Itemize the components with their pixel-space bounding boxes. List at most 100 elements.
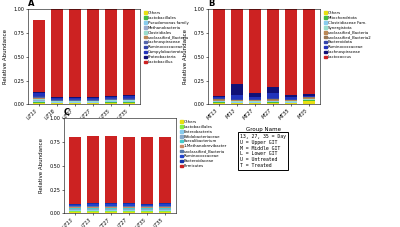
Bar	[303, 97, 315, 98]
Bar	[249, 93, 261, 97]
Bar	[69, 206, 81, 207]
Bar	[141, 205, 153, 206]
Bar	[105, 97, 117, 98]
Bar	[87, 207, 99, 208]
Bar	[285, 102, 297, 103]
Bar	[51, 101, 63, 102]
Bar	[123, 98, 135, 99]
Bar	[141, 137, 153, 204]
Bar	[105, 210, 117, 211]
Bar	[213, 9, 225, 96]
Bar	[51, 97, 63, 98]
Bar	[267, 87, 279, 93]
Bar	[87, 102, 99, 103]
Bar	[249, 99, 261, 100]
Bar	[69, 9, 81, 97]
Bar	[87, 208, 99, 209]
Bar	[105, 203, 117, 204]
Bar	[69, 97, 81, 98]
Bar	[303, 100, 315, 101]
Bar	[285, 95, 297, 97]
X-axis label: Group Name: Group Name	[246, 126, 282, 131]
Legend: Others, Lactobacillales, Enterobacteria, Bifidobacteriaceae, Faecalibacterium, 1: Others, Lactobacillales, Enterobacteria,…	[178, 118, 228, 170]
Bar	[267, 101, 279, 102]
Bar	[105, 209, 117, 210]
Bar	[69, 211, 81, 212]
Bar	[231, 103, 243, 104]
Text: C: C	[64, 108, 70, 117]
Bar	[105, 207, 117, 208]
Bar	[105, 103, 117, 104]
Bar	[33, 101, 45, 102]
Bar	[267, 98, 279, 99]
Bar	[105, 212, 117, 213]
Bar	[123, 203, 135, 204]
Bar	[267, 9, 279, 87]
Bar	[123, 103, 135, 104]
Bar	[87, 8, 99, 97]
Bar	[33, 98, 45, 99]
Bar	[159, 206, 171, 207]
Bar	[231, 101, 243, 102]
Bar	[141, 211, 153, 212]
Bar	[105, 98, 117, 99]
Bar	[69, 208, 81, 209]
Bar	[213, 100, 225, 101]
Bar	[285, 103, 297, 104]
Y-axis label: Relative Abundance: Relative Abundance	[39, 138, 44, 193]
Bar	[51, 9, 63, 97]
Bar	[267, 102, 279, 103]
Bar	[51, 103, 63, 104]
Bar	[69, 205, 81, 206]
Bar	[123, 99, 135, 100]
Bar	[69, 209, 81, 210]
Bar	[105, 100, 117, 101]
Bar	[69, 100, 81, 101]
Bar	[123, 206, 135, 207]
Bar	[105, 96, 117, 97]
Bar	[231, 9, 243, 84]
Text: A: A	[28, 0, 34, 8]
Bar	[213, 99, 225, 100]
Bar	[267, 100, 279, 101]
Bar	[87, 206, 99, 207]
Bar	[141, 208, 153, 209]
Bar	[249, 101, 261, 102]
Bar	[213, 101, 225, 102]
Bar	[105, 208, 117, 209]
Bar	[159, 209, 171, 210]
Bar	[123, 208, 135, 209]
Bar	[33, 97, 45, 98]
Bar	[303, 99, 315, 100]
Bar	[231, 102, 243, 103]
Bar	[33, 20, 45, 92]
Bar	[123, 9, 135, 95]
Bar	[267, 103, 279, 104]
Text: 13, 27, 35 = Day
U = Upper GIT
M = Middle GIT
L = Lower GIT
U = Untreated
T = Tr: 13, 27, 35 = Day U = Upper GIT M = Middl…	[240, 134, 286, 168]
Bar	[87, 210, 99, 211]
Bar	[51, 100, 63, 101]
Bar	[87, 103, 99, 104]
Bar	[123, 204, 135, 206]
Bar	[123, 210, 135, 211]
Bar	[159, 211, 171, 212]
Bar	[33, 96, 45, 97]
Bar	[87, 212, 99, 213]
Bar	[105, 211, 117, 212]
Legend: Others, Mitochondriota, Clostridiaceae Fam., Synergistota, unclassified_Bacteria: Others, Mitochondriota, Clostridiaceae F…	[322, 9, 373, 61]
Bar	[141, 209, 153, 210]
Bar	[123, 211, 135, 212]
Bar	[123, 102, 135, 103]
Bar	[33, 92, 45, 93]
Bar	[105, 206, 117, 207]
Bar	[159, 210, 171, 211]
Bar	[249, 103, 261, 104]
Bar	[123, 100, 135, 101]
Bar	[123, 95, 135, 96]
Bar	[159, 212, 171, 213]
Y-axis label: Relative Abundance: Relative Abundance	[3, 29, 8, 84]
Bar	[33, 93, 45, 96]
Bar	[141, 212, 153, 213]
Bar	[231, 95, 243, 99]
Bar	[213, 97, 225, 98]
